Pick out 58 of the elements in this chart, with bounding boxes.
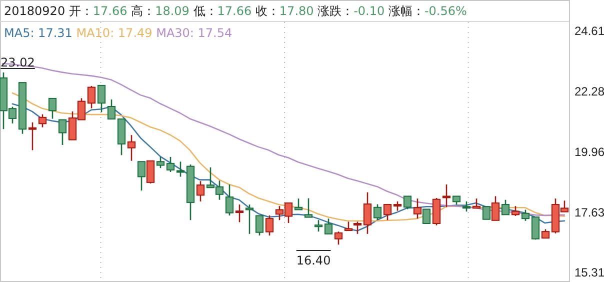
y-tick-label: 19.96 (574, 144, 605, 159)
annotation: 23.02 (0, 55, 35, 70)
candlestick (531, 216, 540, 240)
text: 开：17.66 (68, 4, 132, 18)
candlestick (156, 156, 165, 169)
candlestick (304, 198, 313, 218)
candlestick (491, 196, 500, 222)
text: 涨幅：-0.56% (388, 4, 467, 18)
text: MA30: 17.54 (156, 26, 232, 40)
candlestick (176, 160, 185, 178)
text: 收：17.80 (255, 4, 318, 18)
candlestick (137, 160, 146, 192)
candlestick (422, 208, 431, 225)
candlestick (107, 98, 116, 120)
candlestick (38, 114, 47, 128)
candlestick (166, 156, 175, 173)
annotation: 16.40 (296, 254, 331, 268)
candlestick (511, 205, 520, 217)
candlestick (472, 198, 481, 209)
candlestick (146, 160, 155, 184)
candlestick (403, 196, 412, 210)
text: MA5: 17.31 (4, 26, 76, 40)
text: MA10: 17.49 (76, 26, 156, 40)
text: 20180920 (4, 4, 69, 18)
candlestick (442, 184, 451, 208)
candlestick (196, 180, 205, 202)
candlestick (324, 218, 333, 235)
candlestick (363, 192, 372, 235)
y-tick-label: 24.61 (574, 24, 605, 38)
candlestick (501, 199, 510, 216)
y-tick-label: 17.63 (574, 205, 605, 220)
candlestick (383, 204, 392, 221)
candlestick (373, 204, 382, 221)
text: 低：17.66 (193, 4, 256, 18)
candlestick (48, 98, 57, 120)
candlestick (97, 84, 106, 113)
text: 涨跌：-0.10 (318, 4, 388, 18)
candlestick (225, 184, 234, 216)
candlestick (235, 204, 244, 223)
y-tick-label: 22.28 (574, 84, 605, 99)
candlestick (393, 200, 402, 212)
candlestick (314, 219, 323, 232)
candlestick (87, 85, 96, 109)
candlestick (28, 122, 37, 151)
candlestick (462, 200, 471, 212)
text: 高：18.09 (131, 4, 194, 18)
y-tick-label: 15.31 (574, 266, 605, 280)
candlestick (58, 119, 67, 146)
candlestick (482, 206, 491, 220)
candlestick (521, 209, 530, 222)
candlestick (127, 134, 136, 162)
candlestick (265, 214, 274, 236)
candlestick (413, 198, 422, 220)
candlestick (245, 204, 254, 235)
candlestick (334, 230, 343, 246)
candlestick (294, 198, 303, 210)
candlestick (255, 215, 264, 236)
candlestick (353, 221, 362, 235)
